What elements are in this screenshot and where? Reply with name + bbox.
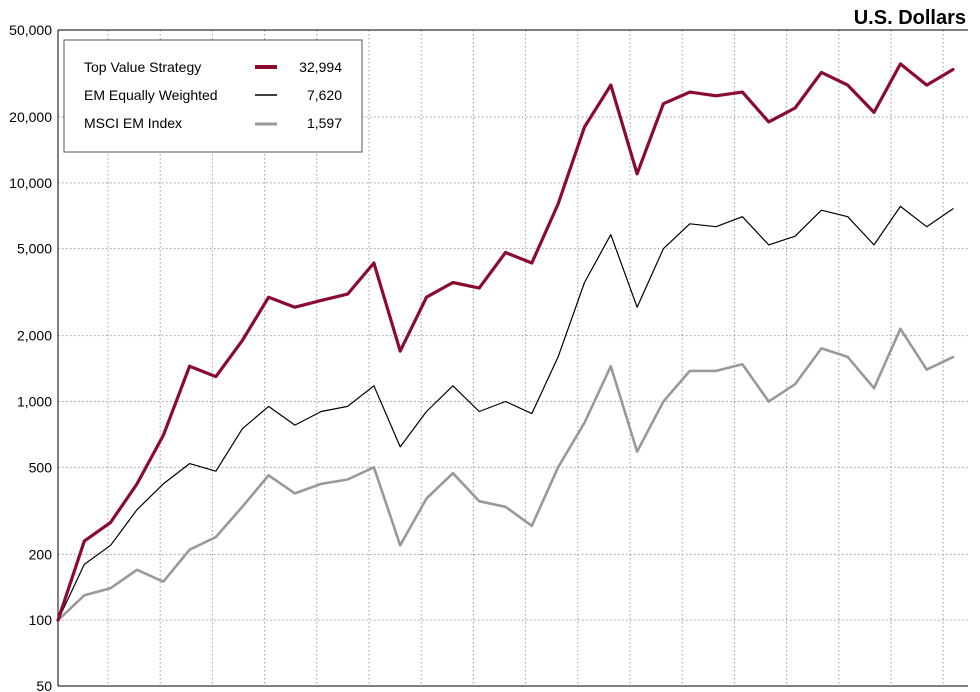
legend-box [63, 39, 363, 153]
y-tick-label: 1,000 [17, 394, 52, 410]
y-tick-label: 500 [29, 459, 53, 475]
legend-value: 1,597 [307, 115, 342, 131]
legend-entry-top-value-strategy: Top Value Strategy 32,994 [84, 59, 342, 75]
legend-entry-em-equally-weighted: EM Equally Weighted 7,620 [84, 87, 342, 103]
y-tick-label: 200 [29, 546, 53, 562]
unit-label: U.S. Dollars [854, 7, 966, 29]
legend-value: 32,994 [299, 59, 342, 75]
legend-label: EM Equally Weighted [84, 87, 218, 103]
legend-entry-msci-em-index: MSCI EM Index 1,597 [84, 115, 342, 131]
y-tick-label: 20,000 [9, 109, 52, 125]
y-tick-label: 100 [29, 612, 53, 628]
series-lines [56, 62, 955, 622]
legend-value: 7,620 [307, 87, 342, 103]
y-tick-label: 2,000 [17, 328, 52, 344]
y-tick-label: 5,000 [17, 241, 52, 257]
y-tick-label: 10,000 [9, 175, 52, 191]
legend: Top Value Strategy 32,994 EM Equally Wei… [63, 39, 363, 153]
series-line-msci-em-index [56, 327, 955, 622]
legend-label: Top Value Strategy [84, 59, 201, 75]
series-line-em-equally-weighted [57, 205, 954, 621]
y-tick-label: 50,000 [9, 22, 52, 38]
y-tick-label: 50 [36, 678, 52, 692]
legend-label: MSCI EM Index [84, 115, 182, 131]
series-line-top-value-strategy [56, 62, 955, 622]
y-axis: 50,000 20,000 10,000 5,000 2,000 1,000 500 200 1… [9, 22, 968, 692]
